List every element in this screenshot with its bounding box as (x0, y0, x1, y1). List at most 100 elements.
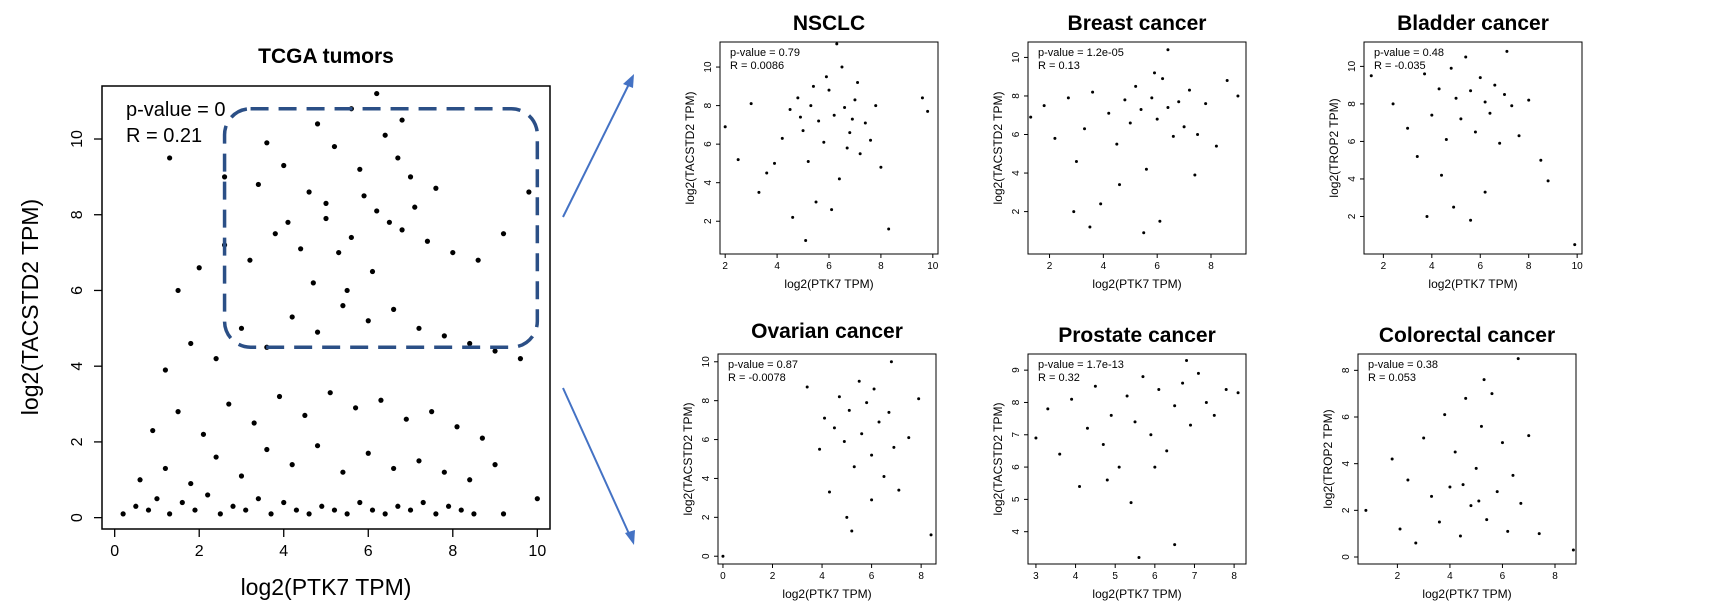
data-point (1212, 413, 1216, 417)
y-tick-label: 8 (69, 210, 86, 219)
y-tick-label: 4 (1347, 176, 1358, 182)
data-point (230, 503, 236, 509)
data-point (1500, 441, 1504, 445)
data-point (791, 215, 795, 219)
data-point (221, 174, 228, 180)
y-tick-label: 7 (1011, 432, 1022, 438)
data-point (323, 215, 329, 222)
data-point (1516, 357, 1520, 361)
data-point (1469, 89, 1473, 93)
data-point (365, 318, 371, 324)
data-point (853, 98, 857, 102)
data-point (1452, 205, 1456, 209)
y-tick-label: 4 (69, 362, 86, 371)
data-point (850, 117, 854, 121)
data-point (1483, 190, 1487, 194)
x-axis-label: log2(PTK7 TPM) (1422, 587, 1511, 601)
data-point (877, 420, 881, 424)
data-point (1453, 450, 1457, 454)
data-point (1133, 420, 1137, 424)
data-point (1181, 381, 1185, 385)
data-point (1115, 142, 1119, 146)
data-point (374, 208, 380, 214)
data-point (817, 119, 821, 123)
data-point (1369, 74, 1373, 78)
data-point (243, 507, 249, 513)
annotation-r: R = 0.13 (1038, 60, 1080, 72)
data-point (323, 200, 329, 206)
data-point (416, 458, 422, 464)
data-point (1173, 543, 1177, 547)
y-tick-label: 8 (701, 397, 712, 403)
data-point (314, 121, 321, 127)
data-point (369, 507, 376, 513)
data-point (1527, 434, 1531, 438)
data-point (407, 507, 414, 513)
data-point (1485, 518, 1489, 522)
x-tick-label: 4 (1447, 571, 1453, 582)
data-point (835, 42, 839, 46)
annotation-r: R = 0.0086 (730, 60, 784, 72)
data-point (840, 65, 844, 69)
data-point (842, 440, 846, 443)
plot-frame (1027, 41, 1247, 255)
data-point (412, 204, 418, 210)
annotation-p-value: p-value = 0.48 (1374, 47, 1444, 59)
data-point (1459, 117, 1463, 121)
data-point (887, 227, 891, 231)
data-point (892, 445, 896, 449)
y-tick-label: 0 (69, 513, 86, 522)
data-point (889, 360, 893, 364)
data-point (1464, 55, 1468, 59)
y-axis-label: log2(TACSTD2 TPM) (991, 92, 1005, 205)
data-point (200, 431, 207, 437)
data-point (378, 397, 384, 403)
data-point (1448, 485, 1452, 489)
data-point (1493, 83, 1497, 87)
data-point (1182, 125, 1186, 129)
data-point (874, 104, 878, 108)
data-point (1474, 466, 1478, 470)
data-point (1483, 100, 1487, 104)
data-point (1423, 72, 1427, 76)
data-point (1187, 88, 1191, 92)
data-point (1046, 407, 1050, 411)
data-point (1443, 413, 1447, 417)
data-point (1482, 378, 1486, 382)
data-point (1390, 457, 1394, 461)
chart-title: Prostate cancer (1058, 324, 1216, 347)
data-point (264, 140, 270, 146)
data-point (192, 507, 198, 513)
data-point (1537, 532, 1541, 536)
annotation-p-value: p-value = 1.7e-13 (1038, 359, 1124, 371)
data-point (450, 249, 456, 256)
data-point (1224, 388, 1228, 392)
annotation-p-value: p-value = 0.79 (730, 47, 800, 59)
x-tick-label: 2 (1395, 571, 1401, 582)
data-point (848, 131, 852, 135)
data-point (929, 533, 933, 537)
data-point (1498, 141, 1502, 145)
data-point (1488, 111, 1492, 115)
data-point (806, 159, 810, 163)
chart-title: Ovarian cancer (751, 320, 903, 343)
y-tick-label: 6 (1011, 464, 1022, 470)
data-point (721, 554, 725, 558)
data-point (850, 529, 854, 533)
data-point (133, 503, 139, 509)
y-tick-label: 10 (1011, 51, 1022, 63)
data-point (837, 177, 841, 181)
data-point (1144, 167, 1148, 171)
x-axis-label: log2(PTK7 TPM) (782, 587, 871, 601)
y-axis-label: log2(TACSTD2 TPM) (683, 92, 697, 205)
data-point (167, 155, 173, 161)
data-point (723, 125, 727, 129)
y-axis-label: log2(TACSTD2 TPM) (681, 403, 695, 516)
data-point (255, 181, 261, 188)
data-point (1458, 534, 1462, 538)
x-axis-ticks: 0 2 4 6 8 10 (110, 529, 546, 560)
y-axis-label: log2(TACSTD2 TPM) (991, 403, 1005, 516)
data-point (1085, 426, 1089, 430)
data-point (796, 96, 800, 100)
